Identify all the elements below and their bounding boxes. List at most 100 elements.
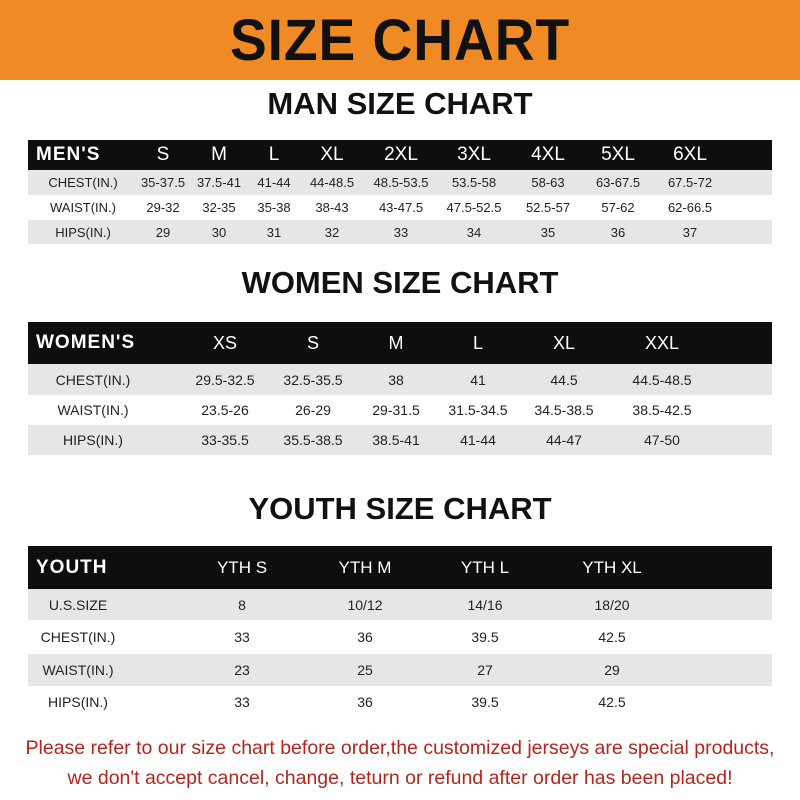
notice-line-2: we don't accept cancel, change, teturn o… bbox=[67, 767, 733, 789]
measure-label: HIPS(IN.) bbox=[48, 694, 108, 710]
table-cell: 33-35.5 bbox=[201, 432, 249, 448]
table-cell: 57-62 bbox=[601, 200, 635, 215]
table-cell: 10/12 bbox=[347, 596, 383, 613]
measure-label: HIPS(IN.) bbox=[55, 224, 111, 240]
size-header: 6XL bbox=[673, 144, 707, 165]
women-section-title: WOMEN SIZE CHART bbox=[241, 265, 559, 300]
table-row: WAIST(IN.) 23 25 27 29 bbox=[28, 654, 772, 686]
table-cell: 29-32 bbox=[146, 200, 180, 215]
table-cell: 41-44 bbox=[257, 175, 291, 190]
women-header-row: WOMEN'S XS S M L XL XXL bbox=[28, 322, 772, 364]
table-cell: 32-35 bbox=[202, 200, 236, 215]
men-section-title: MAN SIZE CHART bbox=[267, 86, 533, 121]
table-cell: 34.5-38.5 bbox=[534, 402, 594, 418]
table-cell: 29.5-32.5 bbox=[195, 371, 255, 388]
size-header: XL bbox=[320, 144, 344, 165]
table-cell: 42.5 bbox=[598, 694, 626, 710]
table-cell: 36 bbox=[357, 629, 373, 645]
youth-section-title: YOUTH SIZE CHART bbox=[248, 491, 552, 526]
youth-header-row: YOUTH YTH S YTH M YTH L YTH XL bbox=[28, 546, 772, 589]
table-row: CHEST(IN.) 33 36 39.5 42.5 bbox=[28, 620, 772, 654]
table-cell: 47.5-52.5 bbox=[446, 200, 502, 215]
measure-label: CHEST(IN.) bbox=[55, 371, 131, 388]
table-cell: 58-63 bbox=[531, 175, 565, 190]
size-header: 3XL bbox=[457, 144, 491, 165]
table-cell: 32 bbox=[324, 224, 340, 240]
table-cell: 42.5 bbox=[598, 629, 626, 645]
table-cell: 39.5 bbox=[471, 629, 499, 645]
size-header: L bbox=[268, 144, 280, 165]
table-cell: 36 bbox=[357, 694, 373, 710]
table-cell: 14/16 bbox=[467, 596, 503, 613]
table-cell: 26-29 bbox=[295, 402, 331, 418]
measure-label: CHEST(IN.) bbox=[48, 175, 118, 190]
table-cell: 43-47.5 bbox=[378, 200, 424, 215]
measure-label: WAIST(IN.) bbox=[50, 200, 116, 215]
size-header: 4XL bbox=[531, 144, 565, 165]
table-cell: 29 bbox=[155, 224, 171, 240]
table-cell: 44-48.5 bbox=[309, 175, 355, 190]
table-cell: 44.5-48.5 bbox=[632, 371, 692, 388]
table-cell: 39.5 bbox=[471, 694, 499, 710]
measure-label: CHEST(IN.) bbox=[40, 629, 116, 645]
table-row: HIPS(IN.) 33-35.5 35.5-38.5 38.5-41 41-44 44-… bbox=[28, 425, 772, 455]
size-header: XS bbox=[212, 332, 238, 353]
table-cell: 36 bbox=[610, 224, 626, 240]
table-cell: 47-50 bbox=[644, 432, 680, 448]
measure-label: U.S.SIZE bbox=[48, 596, 108, 613]
table-cell: 33 bbox=[234, 629, 250, 645]
table-cell: 29-31.5 bbox=[372, 402, 420, 418]
table-cell: 35 bbox=[540, 224, 556, 240]
table-cell: 48.5-53.5 bbox=[373, 175, 429, 190]
table-cell: 23.5-26 bbox=[201, 402, 249, 418]
table-cell: 31.5-34.5 bbox=[448, 402, 508, 418]
size-header: M bbox=[211, 144, 227, 165]
measure-label: WAIST(IN.) bbox=[42, 662, 114, 678]
table-row: U.S.SIZE 8 10/12 14/16 18/20 bbox=[28, 589, 772, 620]
table-cell: 63-67.5 bbox=[595, 175, 641, 190]
table-cell: 30 bbox=[211, 224, 227, 240]
table-cell: 18/20 bbox=[594, 596, 630, 613]
table-row: WAIST(IN.) 23.5-26 26-29 29-31.5 31.5-34.5 34… bbox=[28, 395, 772, 425]
size-header: L bbox=[472, 332, 484, 353]
table-label: WOMEN'S bbox=[36, 332, 136, 353]
size-header: S bbox=[306, 332, 320, 353]
table-cell: 31 bbox=[266, 224, 282, 240]
table-cell: 44-47 bbox=[546, 432, 582, 448]
notice-line-1: Please refer to our size chart before or… bbox=[25, 737, 775, 759]
table-cell: 23 bbox=[234, 662, 250, 678]
table-cell: 41-44 bbox=[460, 432, 496, 448]
size-header: S bbox=[156, 144, 170, 165]
measure-label: HIPS(IN.) bbox=[63, 432, 123, 448]
table-cell: 33 bbox=[393, 224, 409, 240]
size-header: 5XL bbox=[601, 144, 635, 165]
table-cell: 62-66.5 bbox=[667, 200, 713, 215]
table-cell: 44.5 bbox=[550, 371, 578, 388]
table-row: WAIST(IN.) 29-32 32-35 35-38 38-43 43-47.5 47.… bbox=[28, 195, 772, 220]
table-cell: 37 bbox=[682, 224, 698, 240]
size-header: M bbox=[388, 332, 404, 353]
size-header: XL bbox=[552, 332, 576, 353]
table-row: CHEST(IN.) 29.5-32.5 32.5-35.5 38 41 44.5 44.5… bbox=[28, 364, 772, 395]
table-cell: 38 bbox=[388, 371, 404, 388]
table-cell: 35.5-38.5 bbox=[283, 432, 343, 448]
size-header: YTH L bbox=[460, 557, 510, 577]
table-cell: 8 bbox=[238, 596, 246, 613]
table-cell: 38-43 bbox=[315, 200, 349, 215]
table-cell: 34 bbox=[466, 224, 482, 240]
table-label: YOUTH bbox=[36, 556, 108, 578]
size-header: YTH XL bbox=[582, 557, 642, 577]
table-cell: 27 bbox=[477, 662, 493, 678]
table-cell: 38.5-41 bbox=[372, 432, 420, 448]
table-cell: 53.5-58 bbox=[451, 175, 497, 190]
table-row: HIPS(IN.) 33 36 39.5 42.5 bbox=[28, 686, 772, 718]
table-cell: 25 bbox=[357, 662, 373, 678]
table-cell: 35-38 bbox=[257, 200, 291, 215]
measure-label: WAIST(IN.) bbox=[57, 402, 129, 418]
men-header-row: MEN'S S M L XL 2XL 3XL 4XL 5XL 6XL bbox=[28, 140, 772, 170]
size-header: YTH M bbox=[338, 557, 392, 577]
table-cell: 35-37.5 bbox=[140, 175, 186, 190]
table-cell: 29 bbox=[604, 662, 620, 678]
table-cell: 33 bbox=[234, 694, 250, 710]
table-cell: 38.5-42.5 bbox=[632, 402, 692, 418]
